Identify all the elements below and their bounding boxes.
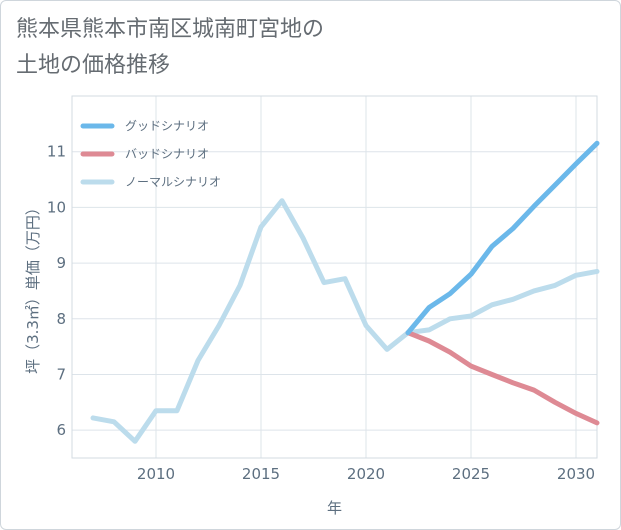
y-axis-label: 坪（3.3㎡）単価（万円） (24, 200, 42, 374)
grid-lines (72, 96, 597, 458)
series-line-good-scenario (405, 140, 600, 336)
y-tick-label: 8 (56, 310, 66, 328)
y-tick-label: 10 (47, 198, 66, 216)
legend-label-good-scenario: グッドシナリオ (125, 119, 209, 133)
y-tick-label: 7 (56, 365, 66, 383)
series-layer (90, 140, 600, 444)
x-tick-label: 2030 (557, 465, 595, 483)
tick-labels: 2010 2015 2020 2025 2030 6 7 8 9 10 11 (47, 143, 595, 483)
x-tick-label: 2015 (242, 465, 280, 483)
chart-title-line-2: 土地の価格推移 (16, 53, 171, 78)
x-tick-label: 2020 (347, 465, 385, 483)
chart-title: 熊本県熊本市南区城南町宮地の 土地の価格推移 (16, 12, 324, 84)
series-line-bad-scenario (405, 330, 600, 426)
y-tick-label: 11 (47, 143, 66, 161)
chart-title-line-1: 熊本県熊本市南区城南町宮地の (16, 17, 325, 42)
x-tick-label: 2025 (452, 465, 490, 483)
plot-border (71, 95, 598, 459)
legend-label-normal-scenario: ノーマルシナリオ (125, 175, 221, 189)
x-tick-label: 2010 (137, 465, 175, 483)
legend-label-bad-scenario: バッドシナリオ (125, 147, 209, 161)
series-line-normal-scenario (90, 198, 600, 444)
x-axis-label: 年 (327, 499, 342, 517)
y-tick-label: 9 (56, 254, 66, 272)
y-tick-label: 6 (56, 421, 66, 439)
plot-area (71, 95, 598, 459)
